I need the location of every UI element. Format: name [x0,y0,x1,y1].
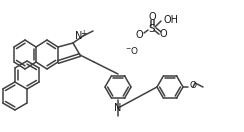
Text: +: + [80,29,86,38]
Text: N: N [75,31,82,41]
Text: O: O [135,30,143,40]
Text: S: S [149,24,155,34]
Text: O: O [148,12,156,22]
Text: O: O [189,81,196,91]
Text: OH: OH [164,15,179,25]
Text: $^{-}$O: $^{-}$O [125,44,139,55]
Text: O: O [159,29,167,39]
Text: N: N [114,103,122,113]
